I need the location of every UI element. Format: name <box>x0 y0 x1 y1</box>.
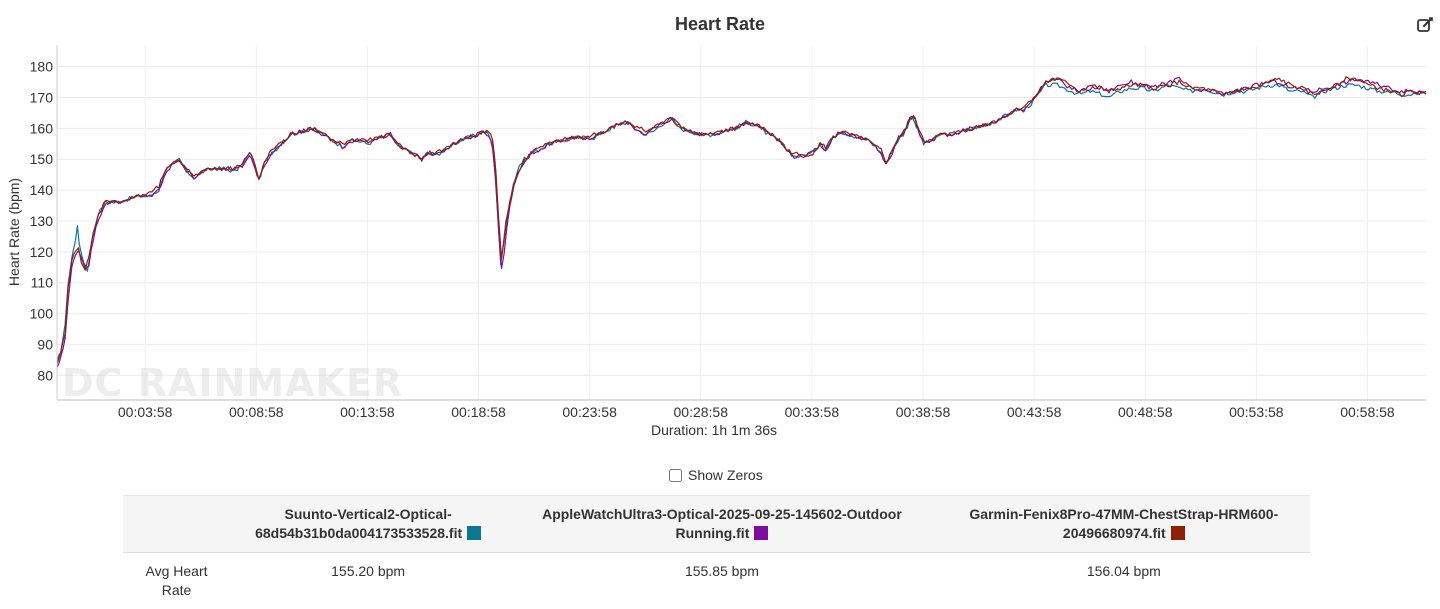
device-2-name-line1: AppleWatchUltra3-Optical-2025-09-25-1456… <box>542 506 902 522</box>
x-tick-label: 00:38:58 <box>896 404 951 420</box>
device-2-name-line2: Running.fit <box>676 525 750 541</box>
y-tick-label: 100 <box>30 306 54 322</box>
y-tick-label: 160 <box>30 120 54 136</box>
row-label-line2: Rate <box>162 582 192 598</box>
x-tick-label: 00:18:58 <box>451 404 506 420</box>
avg-hr-device-1: 155.20 bpm <box>230 553 506 609</box>
stats-header-device-2: AppleWatchUltra3-Optical-2025-09-25-1456… <box>506 496 937 553</box>
device-1-color-swatch <box>467 526 481 540</box>
chart-grid <box>57 45 1426 400</box>
avg-hr-device-2: 155.85 bpm <box>506 553 937 609</box>
device-3-name-line2: 20496680974.fit <box>1063 525 1166 541</box>
avg-hr-device-3: 156.04 bpm <box>938 553 1310 609</box>
y-tick-label: 130 <box>30 213 54 229</box>
device-1-name-line1: Suunto-Vertical2-Optical- <box>285 506 452 522</box>
device-1-name-line2: 68d54b31b0da004173533528.fit <box>255 525 462 541</box>
show-zeros-checkbox[interactable] <box>669 469 682 482</box>
heart-rate-chart[interactable]: DC RAINMAKER 80 90 100 110 120 130 140 150 160 17… <box>0 0 1440 450</box>
show-zeros-toggle[interactable]: Show Zeros <box>669 467 763 483</box>
stats-row-avg-heart-rate: Avg Heart Rate 155.20 bpm 155.85 bpm 156… <box>123 553 1310 609</box>
y-tick-label: 140 <box>30 182 54 198</box>
device-3-name-line1: Garmin-Fenix8Pro-47MM-ChestStrap-HRM600- <box>969 506 1278 522</box>
x-tick-label: 00:08:58 <box>229 404 284 420</box>
series-line-3[interactable] <box>57 77 1426 364</box>
stats-row-label: Avg Heart Rate <box>123 553 230 609</box>
y-tick-label: 170 <box>30 89 54 105</box>
stats-table: Suunto-Vertical2-Optical- 68d54b31b0da00… <box>123 495 1310 609</box>
y-tick-label: 80 <box>37 367 53 383</box>
x-tick-label: 00:28:58 <box>674 404 729 420</box>
x-tick-label: 00:33:58 <box>785 404 840 420</box>
series-line-2[interactable] <box>57 77 1426 367</box>
y-tick-label: 120 <box>30 244 54 260</box>
x-axis-label: Duration: 1h 1m 36s <box>651 422 777 438</box>
stats-header-empty <box>123 496 230 553</box>
x-tick-label: 00:13:58 <box>340 404 395 420</box>
y-axis-ticks: 80 90 100 110 120 130 140 150 160 170 180 <box>30 59 54 384</box>
x-axis-ticks: 00:03:58 00:08:58 00:13:58 00:18:58 00:23:58… <box>118 404 1395 420</box>
chart-series <box>57 77 1426 368</box>
chart-axes <box>57 45 1426 400</box>
show-zeros-label: Show Zeros <box>688 467 763 483</box>
x-tick-label: 00:58:58 <box>1340 404 1395 420</box>
stats-header-row: Suunto-Vertical2-Optical- 68d54b31b0da00… <box>123 496 1310 553</box>
stats-header-device-1: Suunto-Vertical2-Optical- 68d54b31b0da00… <box>230 496 506 553</box>
device-2-color-swatch <box>754 526 768 540</box>
watermark: DC RAINMAKER <box>62 361 403 405</box>
row-label-line1: Avg Heart <box>146 563 208 579</box>
stats-header-device-3: Garmin-Fenix8Pro-47MM-ChestStrap-HRM600-… <box>938 496 1310 553</box>
y-tick-label: 150 <box>30 151 54 167</box>
x-tick-label: 00:53:58 <box>1229 404 1284 420</box>
y-axis-label: Heart Rate (bpm) <box>6 178 22 286</box>
y-tick-label: 110 <box>31 275 54 291</box>
x-tick-label: 00:23:58 <box>562 404 617 420</box>
y-tick-label: 180 <box>30 59 54 75</box>
y-tick-label: 90 <box>37 336 53 352</box>
x-tick-label: 00:48:58 <box>1118 404 1173 420</box>
x-tick-label: 00:43:58 <box>1007 404 1062 420</box>
device-3-color-swatch <box>1171 526 1185 540</box>
x-tick-label: 00:03:58 <box>118 404 173 420</box>
